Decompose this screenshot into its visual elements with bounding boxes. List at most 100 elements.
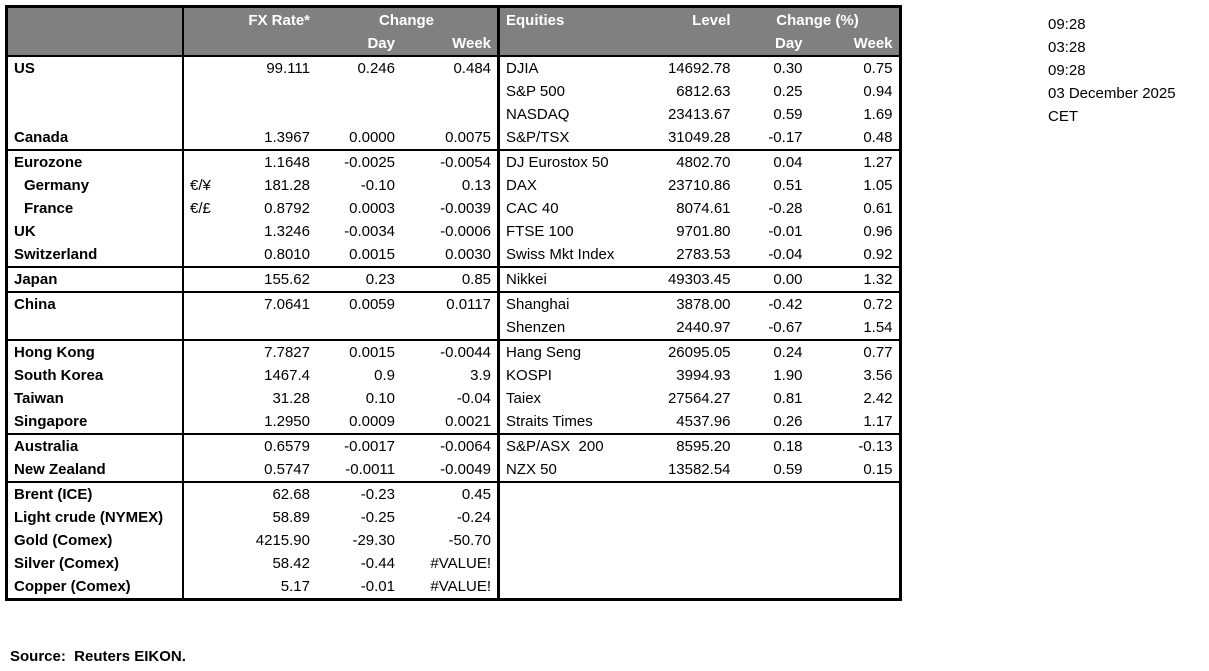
fx-day-change-cell[interactable]: -0.0017 bbox=[316, 433, 401, 458]
equity-week-change-cell[interactable] bbox=[809, 575, 899, 598]
equity-day-change-cell[interactable] bbox=[737, 529, 809, 552]
equity-level-cell[interactable] bbox=[659, 506, 737, 529]
equity-day-change-cell[interactable]: -0.28 bbox=[768, 200, 803, 217]
fx-rate-cell[interactable]: 0.8792 bbox=[264, 200, 310, 217]
fx-day-change-cell[interactable] bbox=[316, 316, 401, 340]
equity-name-cell[interactable]: NASDAQ bbox=[506, 106, 570, 123]
equity-day-change-cell[interactable]: 0.81 bbox=[773, 390, 803, 407]
equity-week-change-cell[interactable]: 1.05 bbox=[863, 177, 893, 194]
equity-day-change-cell[interactable]: 1.90 bbox=[773, 367, 803, 384]
fx-week-change-cell[interactable] bbox=[401, 316, 497, 340]
equities-header-title[interactable]: Equities bbox=[498, 8, 659, 32]
fx-rate-cell[interactable]: 181.28 bbox=[264, 177, 310, 194]
fx-country-cell[interactable]: Taiwan bbox=[8, 387, 184, 410]
equity-day-change-cell[interactable]: -0.67 bbox=[768, 319, 803, 336]
fx-day-change-cell[interactable] bbox=[316, 80, 401, 103]
equity-week-change-cell[interactable]: 0.92 bbox=[863, 246, 893, 263]
fx-day-change-cell[interactable]: -0.25 bbox=[360, 509, 395, 526]
fx-pair-cell[interactable] bbox=[183, 220, 229, 243]
fx-pair-cell[interactable] bbox=[183, 433, 229, 458]
fx-pair-cell[interactable] bbox=[183, 243, 229, 267]
equity-level-cell[interactable]: 9701.80 bbox=[676, 223, 731, 240]
fx-country-cell[interactable]: UK bbox=[8, 220, 184, 243]
fx-week-change-cell[interactable]: 0.0021 bbox=[445, 413, 492, 430]
equities-header-level[interactable]: Level bbox=[658, 8, 737, 32]
equity-day-change-cell[interactable]: 0.59 bbox=[773, 461, 803, 478]
equity-level-cell[interactable]: 4802.70 bbox=[658, 149, 737, 174]
fx-day-change-cell[interactable]: -0.0034 bbox=[344, 223, 395, 240]
fx-rate-cell[interactable]: 0.6579 bbox=[229, 433, 316, 458]
equity-week-change-cell[interactable] bbox=[809, 552, 899, 575]
equity-day-change-cell[interactable]: 0.51 bbox=[773, 177, 803, 194]
fx-pair-cell[interactable] bbox=[183, 103, 229, 126]
fx-day-change-cell[interactable]: -0.23 bbox=[316, 481, 401, 506]
equity-level-cell[interactable]: 3994.93 bbox=[676, 367, 731, 384]
fx-rate-cell[interactable] bbox=[229, 103, 316, 126]
equity-name-cell[interactable]: Taiex bbox=[506, 390, 542, 407]
fx-week-change-cell[interactable]: -0.24 bbox=[456, 509, 492, 526]
equity-week-change-cell[interactable]: 0.48 bbox=[863, 129, 893, 146]
equity-level-cell[interactable]: 23710.86 bbox=[667, 177, 731, 194]
fx-day-change-cell[interactable]: 0.0015 bbox=[349, 246, 395, 263]
equity-week-change-cell[interactable]: -0.13 bbox=[808, 433, 899, 458]
equity-week-change-cell[interactable]: 0.96 bbox=[863, 223, 893, 240]
fx-country-cell[interactable]: South Korea bbox=[8, 364, 184, 387]
fx-week-change-cell[interactable]: 0.0030 bbox=[445, 246, 492, 263]
fx-day-change-cell[interactable]: -0.01 bbox=[360, 578, 395, 595]
equity-name-cell[interactable]: KOSPI bbox=[506, 367, 552, 384]
equity-day-change-cell[interactable]: -0.17 bbox=[768, 129, 803, 146]
equity-name-cell[interactable] bbox=[499, 552, 659, 575]
fx-pair-cell[interactable] bbox=[183, 291, 229, 316]
equity-name-cell[interactable]: DJ Eurostox 50 bbox=[498, 149, 659, 174]
equity-level-cell[interactable] bbox=[659, 575, 737, 598]
equity-name-cell[interactable]: Swiss Mkt Index bbox=[506, 246, 615, 263]
fx-day-change-cell[interactable]: 0.0003 bbox=[349, 200, 395, 217]
fx-pair-cell[interactable] bbox=[183, 266, 229, 292]
fx-header-corner-cell[interactable] bbox=[8, 8, 184, 32]
fx-country-cell[interactable]: Singapore bbox=[8, 410, 184, 434]
fx-country-cell[interactable]: Japan bbox=[8, 266, 184, 292]
fx-country-cell[interactable]: Gold (Comex) bbox=[8, 529, 184, 552]
fx-pair-cell[interactable] bbox=[183, 149, 229, 174]
fx-pair-cell[interactable] bbox=[183, 506, 229, 529]
fx-rate-cell[interactable]: 58.42 bbox=[272, 555, 310, 572]
fx-rate-cell[interactable]: 4215.90 bbox=[255, 532, 310, 549]
fx-rate-cell[interactable]: 1.3246 bbox=[264, 223, 310, 240]
fx-rate-cell[interactable]: 1.3967 bbox=[264, 129, 310, 146]
equity-name-cell[interactable]: Shanghai bbox=[498, 291, 659, 316]
fx-rate-cell[interactable]: 7.0641 bbox=[229, 291, 316, 316]
equity-week-change-cell[interactable]: 0.94 bbox=[863, 83, 893, 100]
fx-country-cell[interactable]: Hong Kong bbox=[8, 339, 184, 364]
equities-header-day[interactable]: Day bbox=[736, 32, 809, 57]
fx-day-change-cell[interactable]: 0.23 bbox=[316, 266, 401, 292]
equity-name-cell[interactable]: DJIA bbox=[506, 60, 539, 77]
equity-week-change-cell[interactable]: 0.15 bbox=[863, 461, 893, 478]
fx-country-cell[interactable]: New Zealand bbox=[8, 458, 184, 482]
equity-level-cell[interactable]: 6812.63 bbox=[676, 83, 731, 100]
equity-level-cell[interactable] bbox=[659, 529, 737, 552]
fx-pair-cell[interactable] bbox=[183, 481, 229, 506]
equity-week-change-cell[interactable]: 1.17 bbox=[863, 413, 893, 430]
fx-country-cell[interactable]: France bbox=[8, 197, 184, 220]
equity-level-cell[interactable]: 2440.97 bbox=[676, 319, 731, 336]
equity-name-cell[interactable]: NZX 50 bbox=[506, 461, 557, 478]
fx-week-change-cell[interactable]: 0.85 bbox=[401, 266, 498, 292]
equity-level-cell[interactable]: 3878.00 bbox=[658, 291, 737, 316]
fx-rate-cell[interactable]: 0.5747 bbox=[264, 461, 310, 478]
equity-level-cell[interactable]: 13582.54 bbox=[667, 461, 731, 478]
fx-pair-cell[interactable] bbox=[183, 458, 229, 482]
fx-week-change-cell[interactable] bbox=[401, 80, 497, 103]
equity-name-cell[interactable] bbox=[499, 575, 659, 598]
equity-name-cell[interactable] bbox=[499, 529, 659, 552]
fx-week-change-cell[interactable]: -0.0039 bbox=[440, 200, 492, 217]
fx-day-change-cell[interactable]: -29.30 bbox=[352, 532, 395, 549]
fx-country-cell[interactable]: Canada bbox=[8, 126, 184, 150]
fx-day-change-cell[interactable]: 0.0015 bbox=[316, 339, 401, 364]
fx-country-cell[interactable]: Switzerland bbox=[8, 243, 184, 267]
fx-day-change-cell[interactable]: -0.10 bbox=[360, 177, 395, 194]
fx-week-change-cell[interactable]: -0.0054 bbox=[401, 149, 498, 174]
fx-country-cell[interactable]: Copper (Comex) bbox=[8, 575, 184, 598]
equity-week-change-cell[interactable]: 0.61 bbox=[863, 200, 893, 217]
equity-name-cell[interactable]: S&P/ASX 200 bbox=[498, 433, 659, 458]
fx-header-day[interactable]: Day bbox=[316, 32, 401, 57]
